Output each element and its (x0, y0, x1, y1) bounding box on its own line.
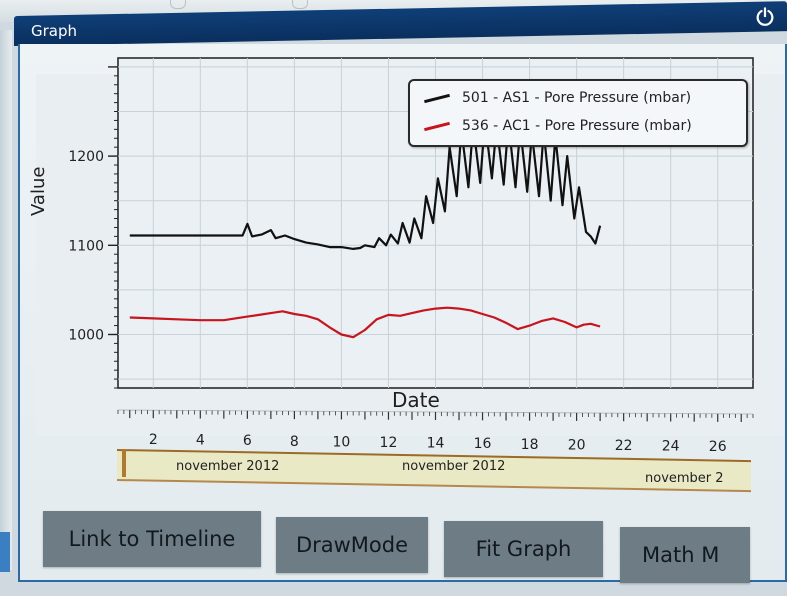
legend-item: 536 - AC1 - Pore Pressure (mbar) (424, 114, 744, 138)
y-axis-title: Value (28, 166, 49, 216)
x-tick-label: 8 (290, 434, 299, 450)
x-tick-label: 10 (333, 434, 351, 450)
power-icon[interactable] (754, 6, 776, 28)
background-icon (170, 0, 186, 9)
x-ruler-baseline (117, 409, 754, 415)
fit-graph-button[interactable]: Fit Graph (444, 521, 603, 577)
x-tick-label: 6 (243, 433, 252, 449)
draw-mode-button[interactable]: DrawMode (276, 517, 428, 573)
x-tick-label: 22 (615, 438, 633, 454)
timeline-month-label: november 2 (645, 471, 724, 486)
y-tick-label: 1100 (68, 238, 104, 254)
x-tick-label: 20 (568, 437, 586, 453)
y-tick-label: 1200 (68, 149, 104, 165)
math-mode-button[interactable]: Math M (620, 527, 750, 583)
x-tick-label: 14 (427, 436, 445, 452)
series-line (129, 306, 601, 339)
timeline-month-label: november 2012 (176, 459, 280, 474)
x-axis: 2 4 6 8 10 12 14 16 18 20 22 24 26 (117, 409, 754, 455)
legend-label: 501 - AS1 - Pore Pressure (mbar) (462, 90, 692, 106)
timeline-month-label: november 2012 (402, 459, 506, 474)
timeline-handle[interactable] (122, 449, 126, 477)
legend-swatch (424, 93, 450, 103)
x-tick-label: 24 (662, 439, 680, 455)
x-tick-label: 2 (149, 432, 158, 448)
x-tick-label: 12 (380, 435, 398, 451)
x-axis-title: Date (392, 388, 440, 412)
y-tick-label: 1000 (68, 327, 104, 343)
legend-swatch (424, 121, 450, 131)
x-tick-label: 26 (709, 439, 727, 455)
legend-item: 501 - AS1 - Pore Pressure (mbar) (424, 86, 744, 110)
link-to-timeline-button[interactable]: Link to Timeline (43, 511, 261, 567)
x-tick-label: 4 (196, 433, 205, 449)
window-title: Graph (31, 22, 78, 40)
y-axis: 1000 1100 1200 (68, 66, 118, 389)
background-icon (292, 0, 308, 9)
legend-label: 536 - AC1 - Pore Pressure (mbar) (462, 118, 692, 134)
x-tick-label: 16 (474, 436, 492, 452)
chart-legend: 501 - AS1 - Pore Pressure (mbar) 536 - A… (408, 79, 748, 147)
x-tick-label: 18 (521, 437, 539, 453)
left-background-edge (0, 30, 12, 572)
left-blue-tab (0, 532, 10, 572)
